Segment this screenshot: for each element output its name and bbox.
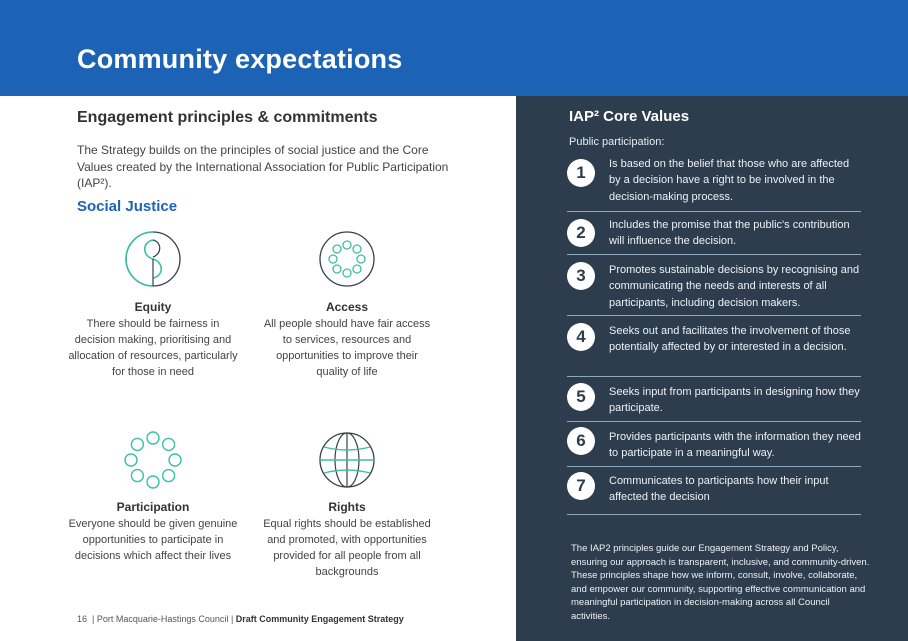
core-value-text: Promotes sustainable decisions by recogn… [609, 264, 860, 309]
number-badge: 5 [567, 383, 595, 411]
principle-participation: Participation Everyone should be given g… [68, 430, 238, 564]
core-value-item: 5 Seeks input from participants in desig… [567, 383, 861, 422]
participation-icon [124, 431, 182, 489]
number-badge: 3 [567, 262, 595, 290]
core-value-text: Includes the promise that the public's c… [609, 219, 850, 248]
principle-rights: Rights Equal rights should be establishe… [262, 430, 432, 580]
iap2-heading: IAP² Core Values [569, 108, 690, 125]
core-value-item: 1 Is based on the belief that those who … [567, 156, 861, 212]
page-footer: 16 | Port Macquarie-Hastings Council | D… [77, 614, 404, 624]
social-justice-heading: Social Justice [77, 198, 178, 215]
number-badge: 1 [567, 159, 595, 187]
number-badge: 7 [567, 472, 595, 500]
core-value-text: Seeks out and facilitates the involvemen… [609, 325, 851, 354]
access-icon [319, 231, 375, 287]
rights-icon [319, 432, 375, 488]
page-title: Community expectations [77, 44, 403, 74]
number-badge: 4 [567, 323, 595, 351]
title-banner: Community expectations [0, 0, 908, 96]
iap2-panel: IAP² Core Values Public participation: 1… [516, 96, 908, 641]
footer-separator: | [228, 614, 236, 624]
core-value-text: Provides participants with the informati… [609, 431, 861, 460]
footer-separator: | [89, 614, 97, 624]
principle-name: Rights [328, 500, 366, 514]
principle-description: All people should have fair access to se… [263, 318, 431, 378]
core-value-text: Seeks input from participants in designi… [609, 386, 860, 415]
principle-access: Access All people should have fair acces… [262, 230, 432, 380]
closing-paragraph: The IAP2 principles guide our Engagement… [571, 543, 870, 622]
council-name: Port Macquarie-Hastings Council [96, 614, 229, 624]
number-badge: 2 [567, 219, 595, 247]
left-column: Engagement principles & commitments The … [0, 96, 516, 641]
principle-description: There should be fairness in decision mak… [68, 318, 238, 378]
core-value-item: 2 Includes the promise that the public's… [567, 217, 861, 255]
page-number: 16 [77, 614, 88, 624]
core-value-text: Is based on the belief that those who ar… [609, 158, 850, 203]
principle-name: Access [325, 300, 369, 314]
iap2-subheading: Public participation: [569, 136, 665, 148]
principle-description: Equal rights should be established and p… [263, 518, 431, 578]
core-value-text: Communicates to participants how their i… [609, 475, 829, 504]
principle-name: Equity [134, 300, 172, 314]
core-value-item: 6 Provides participants with the informa… [567, 427, 861, 467]
core-value-item: 7 Communicates to participants how their… [567, 472, 861, 515]
intro-paragraph: The Strategy builds on the principles of… [77, 143, 449, 190]
section-heading: Engagement principles & commitments [77, 109, 378, 126]
number-badge: 6 [567, 427, 595, 455]
equity-icon [125, 231, 181, 287]
core-value-item: 3 Promotes sustainable decisions by reco… [567, 262, 861, 316]
principle-name: Participation [116, 500, 190, 514]
principle-description: Everyone should be given genuine opportu… [68, 518, 238, 562]
principle-equity: Equity There should be fairness in decis… [68, 230, 238, 380]
document-name: Draft Community Engagement Strategy [235, 614, 404, 624]
core-value-item: 4 Seeks out and facilitates the involvem… [567, 323, 861, 377]
